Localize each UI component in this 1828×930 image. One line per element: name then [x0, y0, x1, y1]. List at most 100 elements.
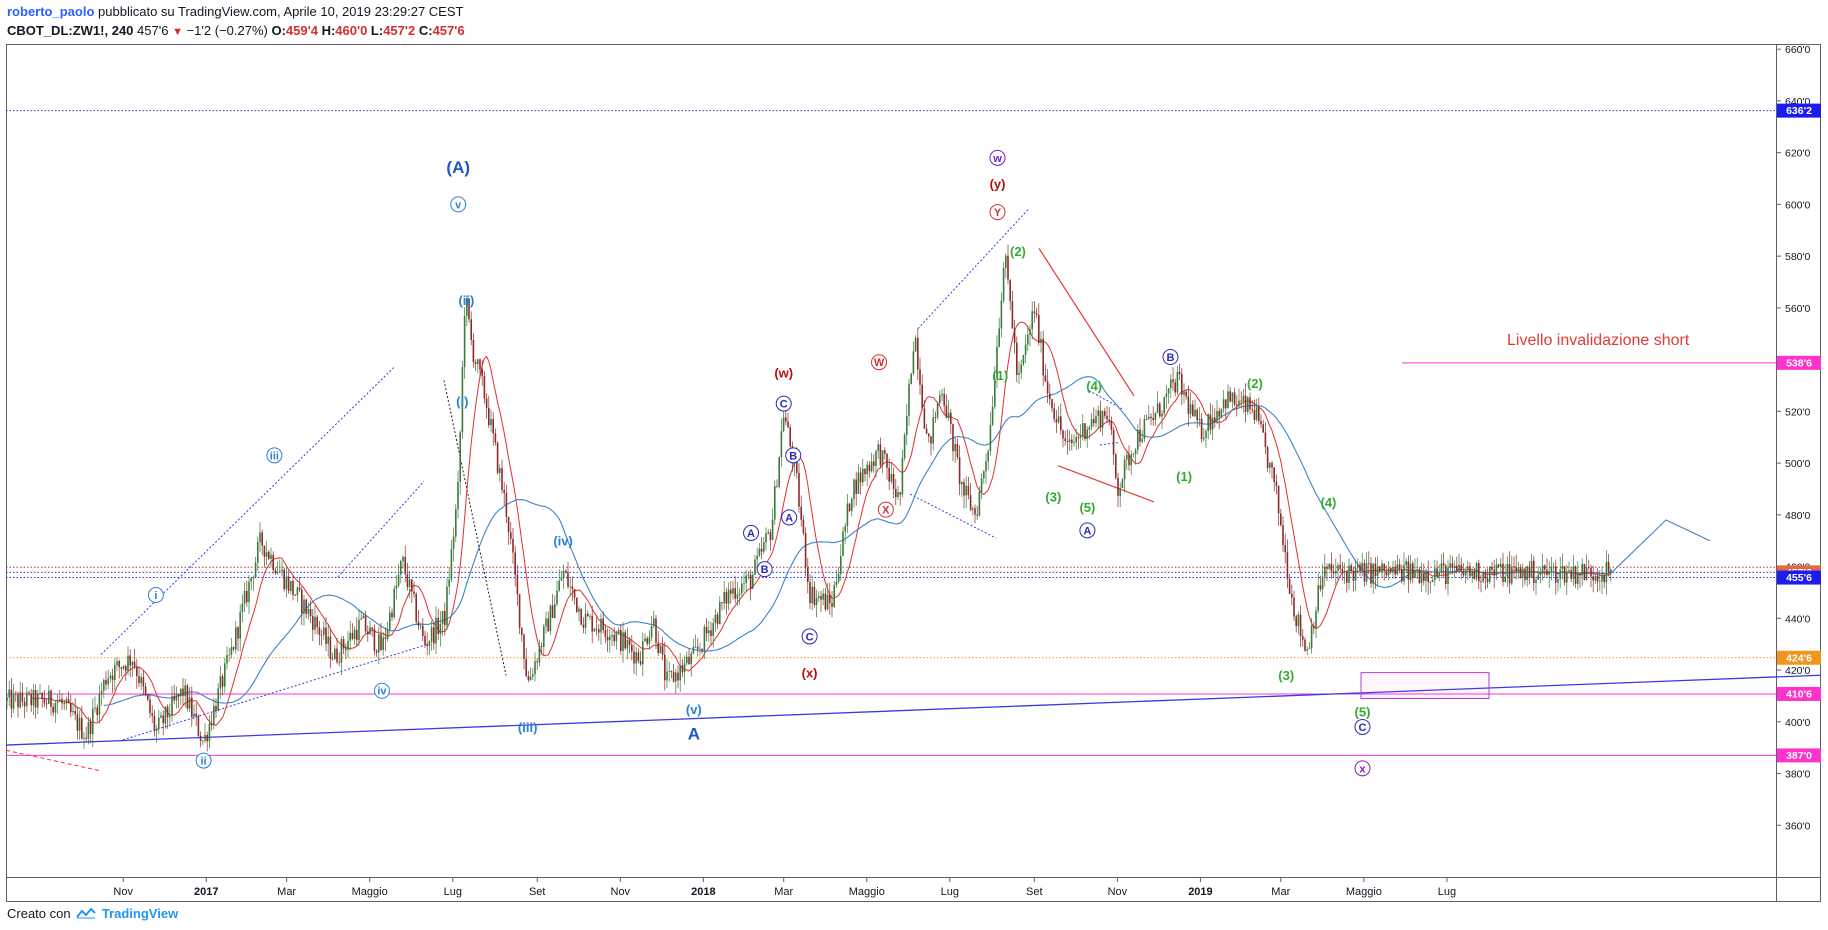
y-tick-label: 580'0 [1785, 251, 1811, 263]
candle-body [1370, 563, 1372, 584]
candle-body [441, 610, 444, 625]
candle-body [400, 560, 402, 575]
candle-body [127, 655, 129, 671]
candle-body [292, 580, 294, 595]
candle-body [868, 464, 871, 472]
candle-body [780, 431, 783, 458]
candle-body [1231, 392, 1234, 402]
candle-body [144, 686, 147, 695]
candle-body [8, 689, 10, 698]
candle-body [232, 647, 235, 650]
candle-body [323, 627, 325, 635]
candle-body [604, 630, 607, 637]
candle-body [743, 583, 745, 585]
candle-body [195, 713, 197, 717]
candle-body [1044, 375, 1047, 382]
candle-body [752, 574, 754, 589]
candle-body [1211, 417, 1214, 430]
candle-body [422, 625, 424, 636]
candle-body [593, 628, 596, 632]
candle-body [947, 412, 950, 418]
wave-label: w [992, 153, 1002, 165]
candle-body [763, 542, 765, 552]
candle-body [151, 713, 153, 716]
price-chart[interactable]: iiiiiiivv(A)(i)(ii)(iii)(iv)(v)AABCBAC(w… [5, 44, 1822, 902]
candle-body [1579, 573, 1581, 576]
candle-body [252, 577, 255, 579]
candle-body [602, 618, 604, 631]
candle-body [782, 417, 785, 432]
candle-body [1130, 454, 1132, 466]
candle-body [452, 536, 455, 550]
wave-label: (ii) [458, 293, 474, 308]
x-tick-label: Maggio [849, 886, 885, 898]
candle-body [941, 393, 943, 396]
candle-body [1038, 314, 1040, 343]
candle-body [796, 458, 798, 473]
candle-body [166, 706, 169, 718]
blue-dotted-y [917, 209, 1029, 329]
author-name[interactable]: roberto_paolo [7, 4, 95, 19]
candle-body [204, 734, 206, 741]
candle-body [969, 495, 972, 510]
candle-body [510, 532, 512, 539]
time-axis[interactable]: Nov 2017 Mar Maggio Lug Set Nov 2018 Mar Maggio Lu… [113, 877, 1456, 898]
candle-body [727, 589, 730, 604]
price-level-tag [1777, 570, 1821, 585]
candle-body [1150, 416, 1152, 418]
candle-body [712, 623, 714, 636]
candle-body [648, 637, 651, 644]
candle-body [1051, 399, 1053, 409]
candle-body [373, 629, 376, 651]
candle-body [461, 366, 464, 433]
candle-body [1405, 561, 1407, 566]
candle-body [1101, 411, 1104, 428]
price-axis[interactable]: 660'0640'0620'0600'0580'0560'0540'0520'0… [1776, 44, 1821, 832]
wave-label: B [1166, 352, 1174, 364]
candle-body [1572, 566, 1575, 579]
candle-body [109, 675, 112, 679]
chart-frame[interactable]: i ii iii iv v (A) (i) (ii) (iii) (iv) (v) A A B C B A C (w… [5, 44, 1822, 902]
candle-body [358, 619, 360, 641]
candle-body [1123, 459, 1126, 480]
candle-body [1205, 430, 1207, 438]
wave-label-circle [781, 509, 798, 526]
candle-body [936, 403, 939, 418]
candle-body [1022, 354, 1025, 365]
candle-body [1218, 410, 1220, 417]
candle-body [347, 640, 349, 650]
candle-body [72, 711, 74, 713]
price-level-tag-label: 538'6 [1786, 357, 1812, 369]
candle-body [1075, 437, 1077, 443]
candle-body [351, 632, 354, 640]
candle-body [1306, 648, 1308, 651]
candle-body [426, 644, 428, 647]
candle-body [1416, 569, 1418, 571]
candle-body [644, 638, 646, 642]
candle-body [631, 644, 633, 652]
candle-body [1112, 429, 1115, 455]
candle-body [98, 693, 101, 715]
candle-body [1093, 419, 1095, 424]
candle-body [1447, 567, 1449, 584]
candle-body [1489, 566, 1491, 582]
wave-label-circle [1162, 349, 1179, 366]
y-tick-label: 620'0 [1785, 148, 1811, 160]
candle-body [1359, 564, 1361, 571]
candle-body [279, 571, 281, 573]
publish-info: pubblicato su TradingView.com, Aprile 10… [98, 4, 464, 19]
candle-body [1238, 400, 1240, 406]
wave-label: (2) [1010, 244, 1026, 259]
candle-body [386, 629, 389, 640]
candle-body [197, 716, 200, 736]
footer: Creato con TradingView [7, 905, 178, 923]
candle-body [450, 549, 453, 580]
candle-body [580, 608, 582, 625]
footer-brand[interactable]: TradingView [101, 906, 179, 921]
candle-body [235, 627, 237, 650]
candle-body [804, 532, 807, 568]
candle-body [1068, 439, 1071, 442]
candle-body [675, 672, 677, 682]
price-level-tag-label: 424'6 [1786, 652, 1812, 664]
candle-body [186, 685, 189, 709]
